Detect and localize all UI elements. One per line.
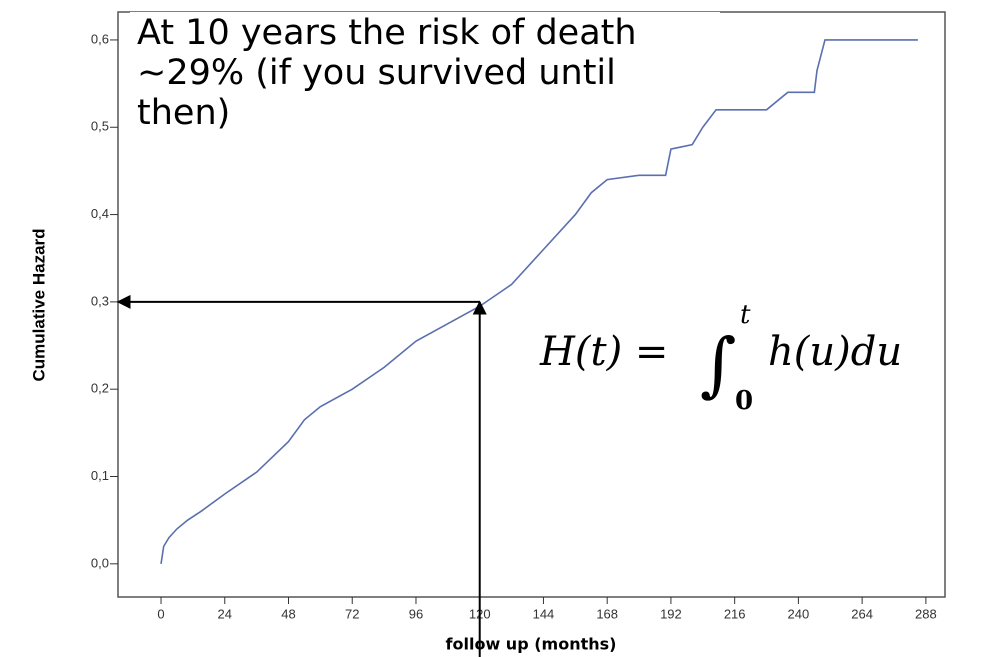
formula-integrand: h(u)du bbox=[768, 329, 902, 375]
x-tick-label: 144 bbox=[533, 606, 555, 621]
x-tick-label: 48 bbox=[281, 606, 295, 621]
x-tick-label: 192 bbox=[660, 606, 682, 621]
x-tick-label: 24 bbox=[218, 606, 232, 621]
x-tick-label: 168 bbox=[596, 606, 618, 621]
formula-integral: ∫ bbox=[700, 323, 736, 405]
formula-upper: t bbox=[740, 300, 751, 330]
annotation-line: then) bbox=[137, 93, 230, 133]
y-tick-label: 0,2 bbox=[91, 381, 109, 396]
x-tick-label: 72 bbox=[345, 606, 359, 621]
x-tick-label: 0 bbox=[157, 606, 164, 621]
formula-lower: 0 bbox=[735, 386, 753, 416]
x-axis-title: follow up (months) bbox=[446, 635, 617, 654]
y-tick-label: 0,0 bbox=[91, 555, 109, 570]
y-axis-title: Cumulative Hazard bbox=[29, 228, 48, 381]
y-tick-label: 0,1 bbox=[91, 468, 109, 483]
y-tick-label: 0,4 bbox=[91, 206, 109, 221]
x-tick-label: 264 bbox=[851, 606, 873, 621]
y-tick-label: 0,6 bbox=[91, 31, 109, 46]
formula-lhs: H(t) = bbox=[539, 329, 668, 375]
x-tick-label: 216 bbox=[724, 606, 746, 621]
y-tick-label: 0,3 bbox=[91, 293, 109, 308]
annotation: At 10 years the risk of death~29% (if yo… bbox=[130, 12, 720, 133]
hazard-line bbox=[160, 39, 918, 564]
annotation-line: ~29% (if you survived until bbox=[137, 53, 616, 93]
annotation-line: At 10 years the risk of death bbox=[137, 13, 637, 53]
x-tick-label: 96 bbox=[409, 606, 423, 621]
x-tick-label: 240 bbox=[788, 606, 810, 621]
x-tick-label: 288 bbox=[915, 606, 937, 621]
y-tick-label: 0,5 bbox=[91, 119, 109, 134]
annotation-box bbox=[130, 12, 720, 130]
